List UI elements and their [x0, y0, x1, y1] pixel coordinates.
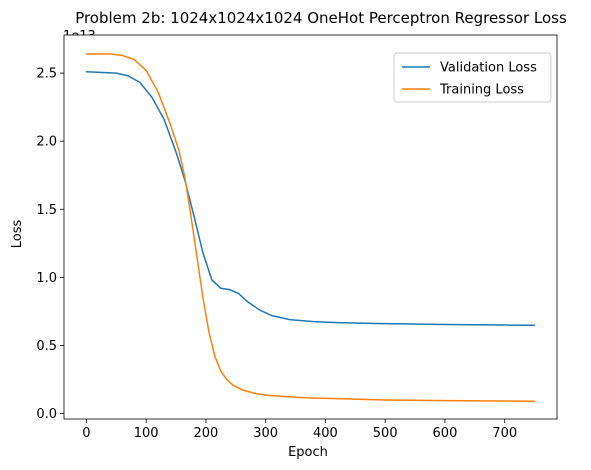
legend-box: [393, 52, 552, 103]
x-tick-label: 300: [253, 426, 278, 441]
x-tick-label: 200: [194, 426, 219, 441]
legend-label: Validation Loss: [440, 61, 537, 76]
y-axis-ticks: 0.0 0.5 1.0 1.5 2.0 2.5: [36, 67, 64, 422]
x-tick-label: 600: [433, 426, 458, 441]
x-tick-label: 400: [313, 426, 338, 441]
y-tick-label: 1.5: [36, 203, 57, 218]
series-line-validation-loss: [85, 71, 536, 327]
y-tick-label: 1.0: [36, 271, 57, 286]
legend-label: Training Loss: [439, 83, 524, 98]
chart-title: Problem 2b: 1024x1024x1024 OneHot Percep…: [75, 9, 567, 27]
x-axis-ticks: 0 100 200 300 400 500 600 700: [82, 419, 517, 441]
x-tick-label: 100: [134, 426, 159, 441]
y-axis-label: Loss: [10, 220, 25, 249]
x-tick-label: 500: [373, 426, 398, 441]
y-tick-label: 2.0: [36, 135, 57, 150]
legend: Validation Loss Training Loss: [393, 52, 552, 103]
y-tick-label: 2.5: [36, 67, 57, 82]
y-tick-label: 0.0: [36, 407, 57, 422]
series-line-training-loss: [85, 53, 536, 403]
x-tick-label: 700: [492, 426, 517, 441]
x-tick-label: 0: [82, 426, 90, 441]
x-axis-label: Epoch: [288, 445, 328, 460]
y-tick-label: 0.5: [36, 339, 57, 354]
